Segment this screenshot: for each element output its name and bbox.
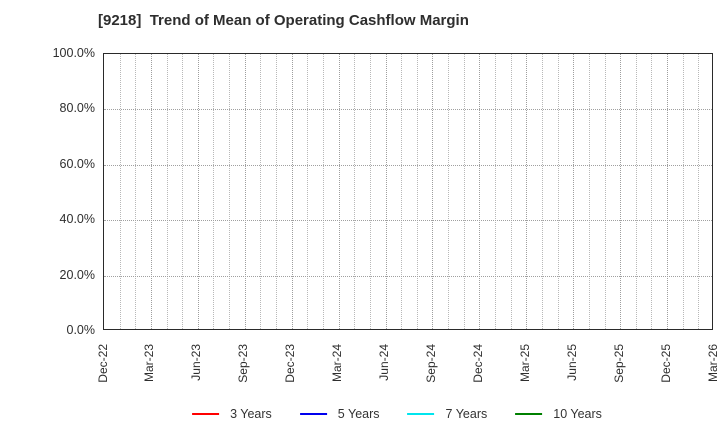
- y-tick-label: 100.0%: [52, 46, 95, 60]
- plot-area: [103, 53, 713, 330]
- vertical-gridline: [510, 54, 512, 329]
- horizontal-gridline: [104, 164, 712, 166]
- horizontal-gridline: [104, 275, 712, 277]
- vertical-gridline: [322, 54, 324, 329]
- vertical-gridline: [698, 54, 700, 329]
- legend-label: 10 Years: [553, 407, 602, 421]
- vertical-gridline: [526, 54, 528, 329]
- vertical-gridline: [135, 54, 137, 329]
- vertical-gridline: [495, 54, 497, 329]
- y-tick-label: 60.0%: [59, 156, 95, 171]
- legend-item: 10 Years: [515, 407, 602, 421]
- vertical-gridline: [635, 54, 637, 329]
- vertical-gridline: [182, 54, 184, 329]
- vertical-gridline: [620, 54, 622, 329]
- vertical-gridline: [479, 54, 481, 329]
- vertical-gridline: [307, 54, 309, 329]
- vertical-gridline: [667, 54, 669, 329]
- vertical-gridline: [557, 54, 559, 329]
- x-tick-label: Dec-23: [283, 344, 298, 383]
- vertical-gridline: [401, 54, 403, 329]
- vertical-gridline: [682, 54, 684, 329]
- x-tick-label: Mar-24: [330, 344, 345, 383]
- legend-line-swatch: [299, 413, 327, 415]
- legend-item: 7 Years: [407, 407, 488, 421]
- y-tick-label: 40.0%: [59, 212, 95, 227]
- y-tick-label: 20.0%: [59, 267, 95, 282]
- vertical-gridline: [385, 54, 387, 329]
- x-tick-label: Sep-25: [611, 344, 626, 383]
- vertical-gridline: [588, 54, 590, 329]
- x-tick-label: Dec-24: [470, 344, 485, 383]
- horizontal-gridline: [104, 109, 712, 111]
- vertical-gridline: [244, 54, 246, 329]
- x-tick-label: Jun-25: [564, 344, 579, 381]
- vertical-gridline: [291, 54, 293, 329]
- x-tick-label: Mar-25: [517, 344, 532, 383]
- y-tick-label: 80.0%: [59, 101, 95, 116]
- vertical-gridline: [338, 54, 340, 329]
- vertical-gridline: [604, 54, 606, 329]
- legend: 3 Years 5 Years 7 Years 10 Years: [192, 407, 602, 421]
- vertical-gridline: [448, 54, 450, 329]
- legend-line-swatch: [515, 413, 543, 415]
- x-tick-label: Sep-24: [424, 344, 438, 383]
- vertical-gridline: [213, 54, 215, 329]
- vertical-gridline: [150, 54, 152, 329]
- vertical-gridline: [651, 54, 653, 329]
- legend-line-swatch: [407, 413, 435, 415]
- x-tick-label: Jun-24: [377, 344, 391, 381]
- y-tick-label: 0.0%: [66, 323, 96, 337]
- legend-label: 7 Years: [445, 407, 488, 421]
- vertical-gridline: [229, 54, 231, 329]
- legend-item: 3 Years: [192, 407, 272, 421]
- x-tick-label: Sep-23: [236, 344, 251, 383]
- vertical-gridline: [119, 54, 121, 329]
- vertical-gridline: [432, 54, 434, 329]
- horizontal-gridline: [104, 220, 712, 222]
- legend-item: 5 Years: [299, 407, 380, 421]
- legend-label: 3 Years: [230, 407, 272, 421]
- vertical-gridline: [369, 54, 371, 329]
- vertical-gridline: [197, 54, 199, 329]
- legend-label: 5 Years: [337, 407, 380, 421]
- vertical-gridline: [166, 54, 168, 329]
- vertical-gridline: [416, 54, 418, 329]
- vertical-gridline: [573, 54, 575, 329]
- x-tick-label: Dec-22: [95, 344, 110, 383]
- vertical-gridline: [541, 54, 543, 329]
- vertical-gridline: [354, 54, 356, 329]
- vertical-gridline: [260, 54, 262, 329]
- x-tick-label: Jun-23: [189, 344, 204, 381]
- x-tick-label: Dec-25: [658, 344, 673, 383]
- legend-line-swatch: [192, 413, 220, 415]
- vertical-gridline: [276, 54, 278, 329]
- chart-title: [9218] Trend of Mean of Operating Cashfl…: [98, 12, 469, 29]
- vertical-gridline: [463, 54, 465, 329]
- x-tick-label: Mar-23: [142, 344, 157, 383]
- x-tick-label: Mar-26: [705, 344, 720, 383]
